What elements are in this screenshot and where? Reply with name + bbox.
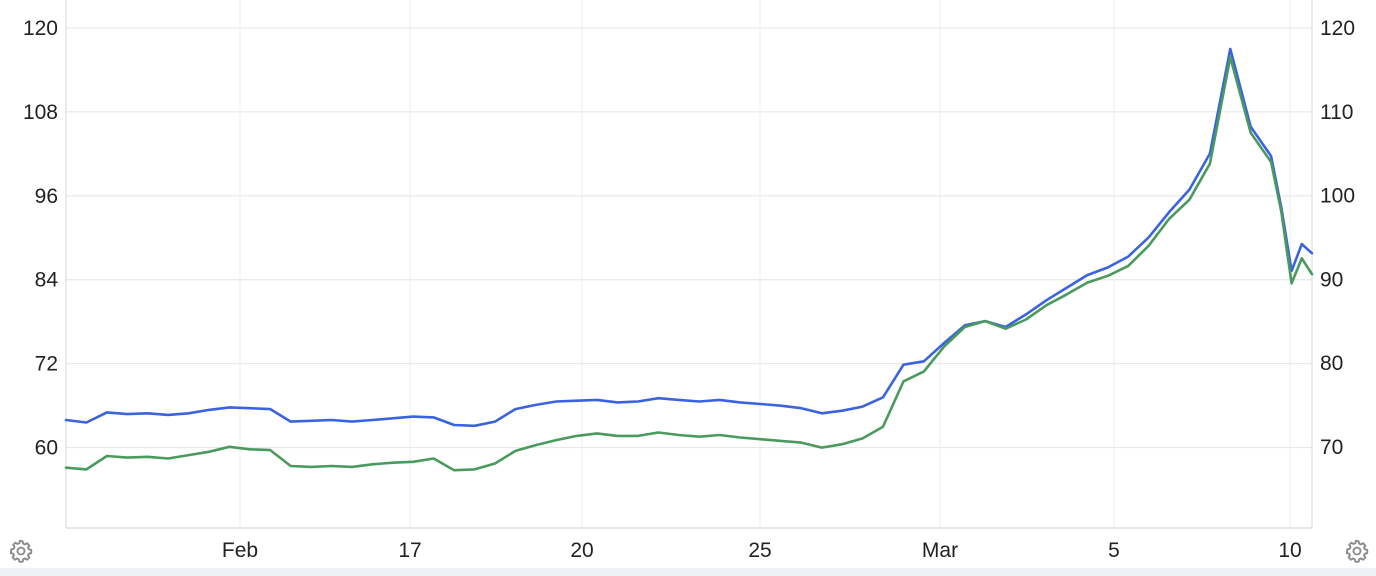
left-tick-label: 84 bbox=[35, 269, 59, 292]
x-tick-label: 5 bbox=[1108, 539, 1120, 562]
bottom-strip bbox=[0, 568, 1376, 576]
right-y-axis: 70 80 90 100 110 120 bbox=[1320, 17, 1355, 459]
series-line-0 bbox=[64, 273, 1089, 428]
x-tick-label: 20 bbox=[570, 539, 593, 562]
right-tick-label: 80 bbox=[1320, 352, 1343, 375]
x-tick-label: 17 bbox=[398, 539, 421, 562]
left-tick-label: 60 bbox=[35, 437, 58, 460]
right-tick-label: 110 bbox=[1320, 101, 1353, 124]
right-settings-gear-icon[interactable] bbox=[1343, 537, 1371, 565]
right-tick-label: 70 bbox=[1320, 436, 1343, 459]
x-axis: Feb 17 20 25 Mar 5 10 bbox=[222, 539, 1302, 562]
x-tick-label: 10 bbox=[1278, 539, 1301, 562]
right-tick-label: 100 bbox=[1320, 185, 1355, 208]
left-y-axis: 60 72 84 96 108 120 bbox=[23, 17, 58, 460]
series-line-2 bbox=[64, 281, 1089, 472]
left-tick-label: 72 bbox=[35, 353, 58, 376]
right-tick-label: 90 bbox=[1320, 268, 1343, 291]
series-line-1 bbox=[1086, 47, 1314, 277]
right-tick-label: 120 bbox=[1320, 17, 1355, 40]
x-tick-label: 25 bbox=[748, 539, 771, 562]
left-tick-label: 120 bbox=[23, 17, 58, 40]
left-settings-gear-icon[interactable] bbox=[7, 537, 35, 565]
series-lines bbox=[64, 47, 1314, 472]
x-tick-label: Feb bbox=[222, 539, 258, 562]
x-tick-label: Mar bbox=[922, 539, 958, 562]
series-line-3 bbox=[1086, 55, 1314, 285]
left-tick-label: 96 bbox=[35, 185, 58, 208]
left-tick-label: 108 bbox=[23, 101, 58, 124]
